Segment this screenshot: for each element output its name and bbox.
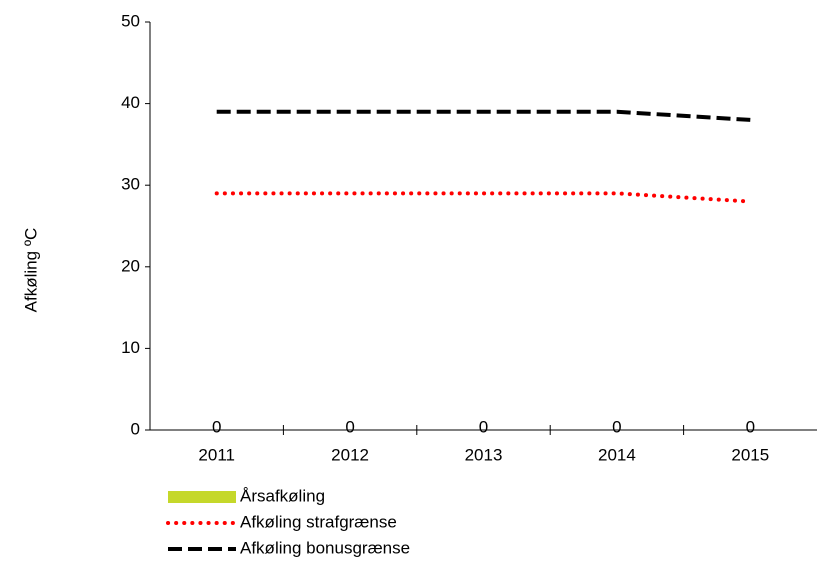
data-label: 0 bbox=[746, 417, 755, 436]
y-axis-label: Afkøling ºC bbox=[21, 228, 40, 313]
line-series bbox=[214, 191, 753, 204]
y-tick-label: 10 bbox=[121, 338, 140, 357]
legend-label: Afkøling bonusgrænse bbox=[240, 538, 410, 557]
x-tick-label: 2014 bbox=[598, 445, 636, 464]
data-label: 0 bbox=[212, 417, 221, 436]
legend-swatch bbox=[168, 491, 236, 503]
legend-label: Årsafkøling bbox=[240, 486, 325, 505]
y-tick-label: 40 bbox=[121, 93, 140, 112]
y-tick-label: 50 bbox=[121, 11, 140, 30]
x-tick-label: 2011 bbox=[198, 445, 235, 464]
x-tick-label: 2015 bbox=[731, 445, 769, 464]
y-tick-label: 20 bbox=[121, 256, 140, 275]
line-series bbox=[216, 109, 751, 122]
y-tick-label: 30 bbox=[121, 175, 140, 194]
x-tick-label: 2013 bbox=[465, 445, 503, 464]
data-label: 0 bbox=[345, 417, 354, 436]
legend-label: Afkøling strafgrænse bbox=[240, 512, 397, 531]
data-label: 0 bbox=[479, 417, 488, 436]
x-tick-label: 2012 bbox=[331, 445, 369, 464]
data-label: 0 bbox=[612, 417, 621, 436]
y-tick-label: 0 bbox=[131, 419, 140, 438]
